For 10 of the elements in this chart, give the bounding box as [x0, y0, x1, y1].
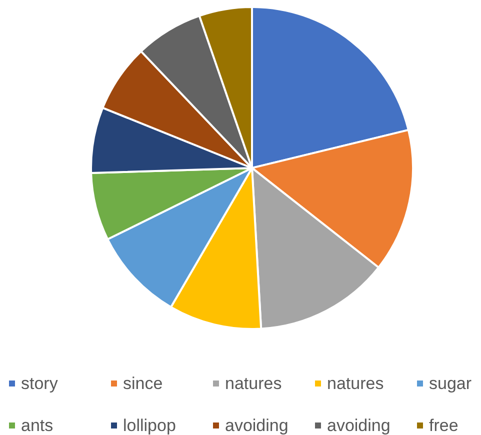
- legend-label: avoiding: [327, 416, 390, 435]
- legend-label: natures: [225, 374, 282, 393]
- legend-label: story: [21, 374, 58, 393]
- legend-label: lollipop: [123, 416, 176, 435]
- legend-label: natures: [327, 374, 384, 393]
- legend-label: avoiding: [225, 416, 288, 435]
- legend-label: since: [123, 374, 163, 393]
- legend-label: sugar: [429, 374, 472, 393]
- legend-label: free: [429, 416, 458, 435]
- legend-label: ants: [21, 416, 54, 435]
